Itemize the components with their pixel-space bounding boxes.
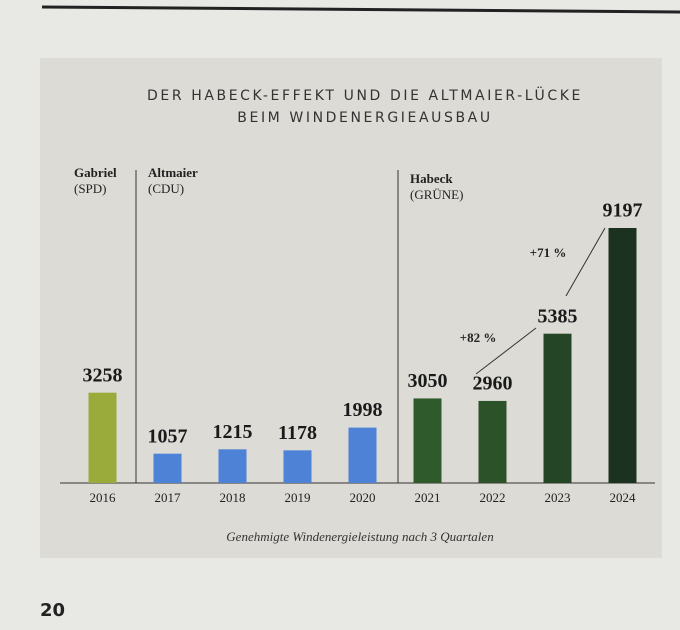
growth-annotation: +71 % <box>530 245 567 260</box>
x-tick-label: 2023 <box>545 490 571 505</box>
value-label: 1178 <box>278 422 317 444</box>
chart-title: DER HABECK-EFFEKT UND DIE ALTMAIER-LÜCKE <box>147 86 583 104</box>
bar <box>413 398 442 483</box>
bar <box>153 453 182 483</box>
x-tick-label: 2020 <box>350 490 376 505</box>
page-number: 20 <box>40 600 65 621</box>
period-name: Altmaier <box>148 165 198 180</box>
period-name: Habeck <box>410 171 453 186</box>
value-label: 1998 <box>343 399 383 421</box>
value-label: 9197 <box>603 200 643 222</box>
x-tick-label: 2019 <box>285 490 311 505</box>
bar <box>608 228 637 483</box>
x-tick-label: 2024 <box>610 490 637 505</box>
growth-line <box>565 227 606 297</box>
caption: Genehmigte Windenergieleistung nach 3 Qu… <box>226 529 493 544</box>
value-label: 5385 <box>538 305 578 327</box>
period-party: (CDU) <box>148 181 184 196</box>
bar <box>478 400 507 483</box>
bar <box>88 392 117 483</box>
value-label: 3258 <box>83 364 123 386</box>
value-label: 1215 <box>213 421 253 443</box>
chart-title: BEIM WINDENERGIEAUSBAU <box>237 110 492 126</box>
bar <box>283 450 312 483</box>
growth-line <box>475 327 537 375</box>
value-label: 3050 <box>408 370 448 392</box>
value-label: 1057 <box>148 425 188 447</box>
x-tick-label: 2022 <box>480 490 506 505</box>
page-rule <box>41 5 680 14</box>
growth-annotation: +82 % <box>460 330 497 345</box>
period-party: (SPD) <box>74 181 107 196</box>
x-tick-label: 2017 <box>155 490 182 505</box>
bar <box>348 427 377 483</box>
x-tick-label: 2021 <box>415 490 441 505</box>
x-tick-label: 2018 <box>220 490 246 505</box>
period-name: Gabriel <box>74 165 117 180</box>
bar <box>218 449 247 483</box>
x-tick-label: 2016 <box>90 490 117 505</box>
bar <box>543 333 572 483</box>
value-label: 2960 <box>473 373 513 395</box>
period-party: (GRÜNE) <box>410 187 463 202</box>
